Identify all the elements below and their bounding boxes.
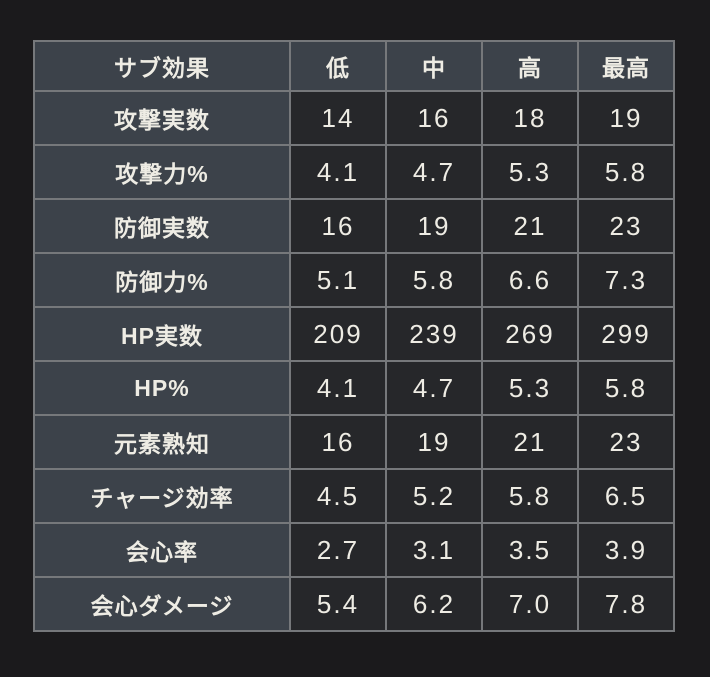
- header-cell-tier: 低: [289, 40, 387, 92]
- value-cell: 7.3: [577, 252, 675, 308]
- header-cell-tier: 最高: [577, 40, 675, 92]
- value-cell: 269: [481, 306, 579, 362]
- value-cell: 4.7: [385, 360, 483, 416]
- table-row: 防御実数 16 19 21 23: [33, 198, 675, 254]
- value-cell: 5.1: [289, 252, 387, 308]
- value-cell: 3.5: [481, 522, 579, 578]
- table-row: HP実数 209 239 269 299: [33, 306, 675, 362]
- table-row: 会心率 2.7 3.1 3.5 3.9: [33, 522, 675, 578]
- value-cell: 4.1: [289, 144, 387, 200]
- table-row: HP% 4.1 4.7 5.3 5.8: [33, 360, 675, 416]
- value-cell: 5.8: [577, 144, 675, 200]
- table-row: チャージ効率 4.5 5.2 5.8 6.5: [33, 468, 675, 524]
- value-cell: 14: [289, 90, 387, 146]
- value-cell: 19: [385, 198, 483, 254]
- row-label: HP実数: [33, 306, 291, 362]
- value-cell: 23: [577, 414, 675, 470]
- value-cell: 18: [481, 90, 579, 146]
- value-cell: 5.3: [481, 360, 579, 416]
- value-cell: 19: [577, 90, 675, 146]
- table-row: 攻撃実数 14 16 18 19: [33, 90, 675, 146]
- value-cell: 4.7: [385, 144, 483, 200]
- row-label: 元素熟知: [33, 414, 291, 470]
- value-cell: 5.8: [577, 360, 675, 416]
- value-cell: 16: [289, 198, 387, 254]
- value-cell: 3.9: [577, 522, 675, 578]
- value-cell: 6.6: [481, 252, 579, 308]
- header-cell-tier: 中: [385, 40, 483, 92]
- value-cell: 16: [289, 414, 387, 470]
- value-cell: 21: [481, 414, 579, 470]
- header-cell-tier: 高: [481, 40, 579, 92]
- row-label: 攻撃実数: [33, 90, 291, 146]
- value-cell: 21: [481, 198, 579, 254]
- row-label: 防御力%: [33, 252, 291, 308]
- header-cell-subeffect: サブ効果: [33, 40, 291, 92]
- row-label: HP%: [33, 360, 291, 416]
- value-cell: 209: [289, 306, 387, 362]
- value-cell: 239: [385, 306, 483, 362]
- value-cell: 299: [577, 306, 675, 362]
- table-row: 防御力% 5.1 5.8 6.6 7.3: [33, 252, 675, 308]
- value-cell: 4.1: [289, 360, 387, 416]
- row-label: 攻撃力%: [33, 144, 291, 200]
- table-row: 元素熟知 16 19 21 23: [33, 414, 675, 470]
- value-cell: 5.3: [481, 144, 579, 200]
- value-cell: 7.0: [481, 576, 579, 632]
- table-row: 攻撃力% 4.1 4.7 5.3 5.8: [33, 144, 675, 200]
- value-cell: 5.2: [385, 468, 483, 524]
- value-cell: 19: [385, 414, 483, 470]
- row-label: チャージ効率: [33, 468, 291, 524]
- value-cell: 6.2: [385, 576, 483, 632]
- value-cell: 6.5: [577, 468, 675, 524]
- value-cell: 16: [385, 90, 483, 146]
- substat-table: サブ効果低中高最高 攻撃実数 14 16 18 19 攻撃力% 4.1 4.7 5.3 5.8 防御…: [33, 40, 675, 632]
- value-cell: 4.5: [289, 468, 387, 524]
- row-label: 会心率: [33, 522, 291, 578]
- value-cell: 5.8: [385, 252, 483, 308]
- table-row: 会心ダメージ 5.4 6.2 7.0 7.8: [33, 576, 675, 632]
- value-cell: 2.7: [289, 522, 387, 578]
- table-body: 攻撃実数 14 16 18 19 攻撃力% 4.1 4.7 5.3 5.8 防御実数 16 19 21 23…: [33, 90, 675, 632]
- value-cell: 23: [577, 198, 675, 254]
- value-cell: 7.8: [577, 576, 675, 632]
- row-label: 会心ダメージ: [33, 576, 291, 632]
- value-cell: 3.1: [385, 522, 483, 578]
- header-row: サブ効果低中高最高: [33, 40, 675, 92]
- value-cell: 5.4: [289, 576, 387, 632]
- row-label: 防御実数: [33, 198, 291, 254]
- value-cell: 5.8: [481, 468, 579, 524]
